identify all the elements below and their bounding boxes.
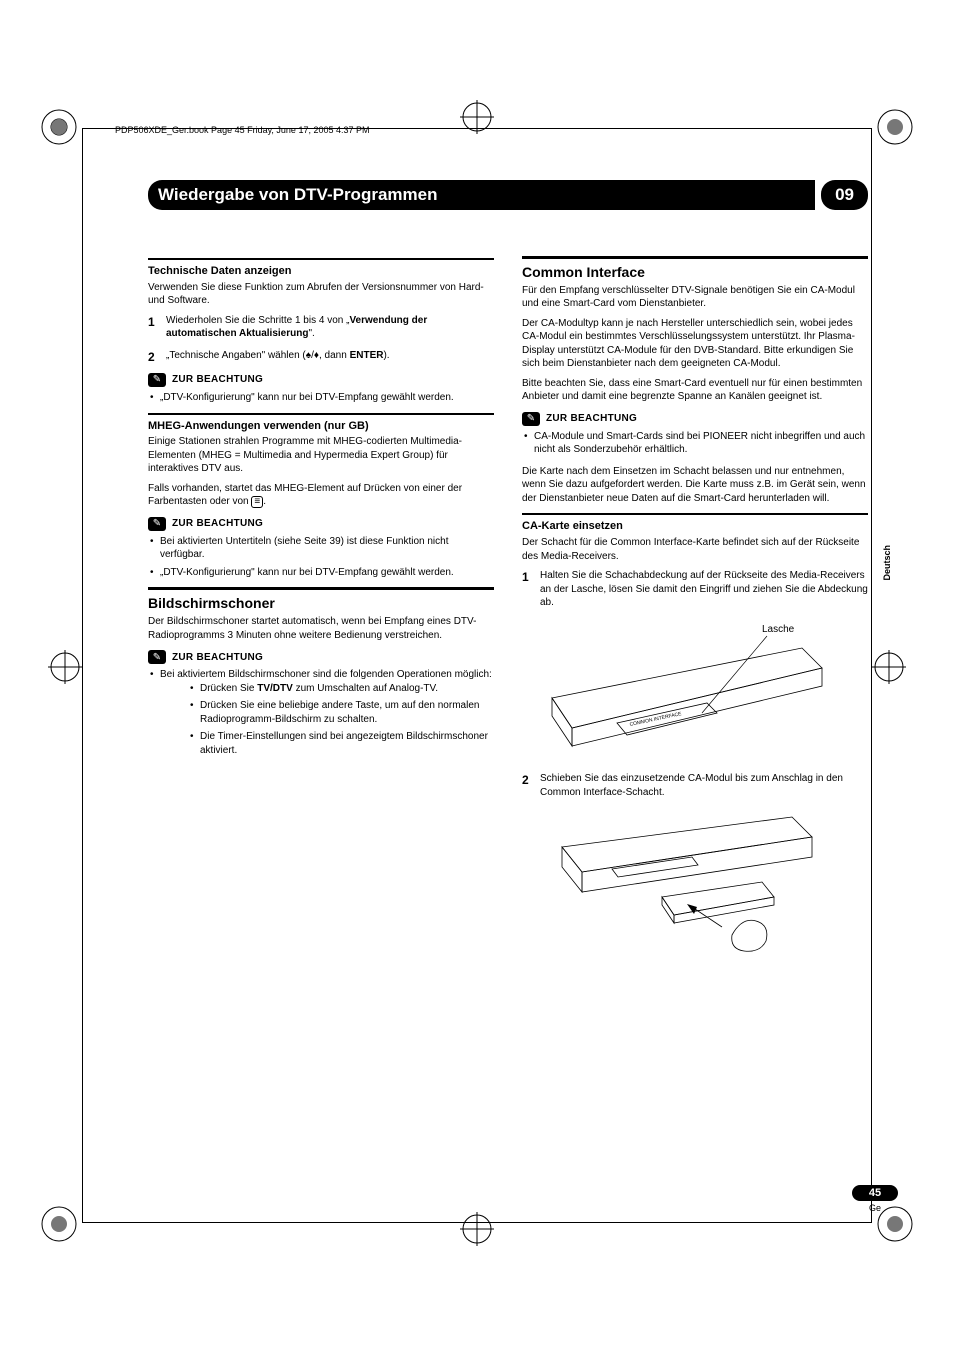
bullet-list: Bei aktivierten Untertiteln (siehe Seite… xyxy=(148,535,494,580)
note-heading: ✎ ZUR BEACHTUNG xyxy=(148,517,494,531)
language-tab: Deutsch xyxy=(882,545,892,581)
body-text: Der CA-Modultyp kann je nach Hersteller … xyxy=(522,317,868,371)
crop-line xyxy=(871,128,872,1223)
step-text: „Technische Angaben" wählen (♠/♦, dann E… xyxy=(166,349,390,365)
note-heading: ✎ ZUR BEACHTUNG xyxy=(522,412,868,426)
bullet-list: Bei aktiviertem Bildschirmschoner sind d… xyxy=(148,668,494,757)
pencil-note-icon: ✎ xyxy=(148,517,166,531)
body-text: Verwenden Sie diese Funktion zum Abrufen… xyxy=(148,281,494,308)
page-lang: Ge xyxy=(852,1203,898,1213)
list-item: Bei aktivierten Untertiteln (siehe Seite… xyxy=(148,535,494,562)
section-heading: Common Interface xyxy=(522,263,868,282)
bullet-list: CA-Module und Smart-Cards sind bei PIONE… xyxy=(522,430,868,457)
crop-line xyxy=(82,128,83,1223)
crop-cross-icon xyxy=(460,100,494,139)
body-text: Der Bildschirmschoner startet automatisc… xyxy=(148,615,494,642)
pencil-note-icon: ✎ xyxy=(148,650,166,664)
page-content: Wiedergabe von DTV-Programmen 09 Technis… xyxy=(148,180,868,972)
step-number: 1 xyxy=(148,314,166,341)
reg-mark-icon xyxy=(40,1205,78,1243)
list-item: Drücken Sie TV/DTV zum Umschalten auf An… xyxy=(188,682,494,696)
diagram-slot-label: COMMON INTERFACE xyxy=(629,711,683,728)
step-text: Schieben Sie das einzusetzende CA-Modul … xyxy=(540,772,868,799)
numbered-list: 1 Halten Sie die Schachabdeckung auf der… xyxy=(522,569,868,610)
bullet-list: „DTV-Konfigurierung" kann nur bei DTV-Em… xyxy=(148,391,494,405)
section-heading: MHEG-Anwendungen verwenden (nur GB) xyxy=(148,419,494,434)
list-item: Die Timer-Einstellungen sind bei angezei… xyxy=(188,730,494,757)
list-item: „DTV-Konfigurierung" kann nur bei DTV-Em… xyxy=(148,391,494,405)
body-text: Der Schacht für die Common Interface-Kar… xyxy=(522,536,868,563)
chapter-title-bar: Wiedergabe von DTV-Programmen 09 xyxy=(148,180,868,210)
section-heading: CA-Karte einsetzen xyxy=(522,519,868,534)
crop-cross-icon xyxy=(48,650,82,689)
numbered-list: 1 Wiederholen Sie die Schritte 1 bis 4 v… xyxy=(148,314,494,365)
reg-mark-icon xyxy=(876,108,914,146)
card-insert-diagram xyxy=(522,807,868,962)
reg-mark-icon xyxy=(40,108,78,146)
body-text: Falls vorhanden, startet das MHEG-Elemen… xyxy=(148,482,494,509)
body-text: Bitte beachten Sie, dass eine Smart-Card… xyxy=(522,377,868,404)
left-column: Technische Daten anzeigen Verwenden Sie … xyxy=(148,250,494,972)
note-heading: ✎ ZUR BEACHTUNG xyxy=(148,373,494,387)
list-item: CA-Module und Smart-Cards sind bei PIONE… xyxy=(522,430,868,457)
crop-cross-icon xyxy=(872,650,906,689)
step-number: 2 xyxy=(522,772,540,799)
page-number-badge: 45 Ge xyxy=(852,1185,898,1213)
pencil-note-icon: ✎ xyxy=(148,373,166,387)
list-item: 2 „Technische Angaben" wählen (♠/♦, dann… xyxy=(148,349,494,365)
step-number: 1 xyxy=(522,569,540,610)
numbered-list: 2 Schieben Sie das einzusetzende CA-Modu… xyxy=(522,772,868,799)
body-text: Für den Empfang verschlüsselter DTV-Sign… xyxy=(522,284,868,311)
chapter-title: Wiedergabe von DTV-Programmen xyxy=(148,180,815,210)
diagram-label: Lasche xyxy=(762,624,795,635)
pencil-note-icon: ✎ xyxy=(522,412,540,426)
step-text: Wiederholen Sie die Schritte 1 bis 4 von… xyxy=(166,314,494,341)
page-number: 45 xyxy=(852,1185,898,1201)
list-item: 1 Wiederholen Sie die Schritte 1 bis 4 v… xyxy=(148,314,494,341)
crop-line xyxy=(82,1222,872,1223)
section-heading: Technische Daten anzeigen xyxy=(148,264,494,279)
list-item: 1 Halten Sie die Schachabdeckung auf der… xyxy=(522,569,868,610)
section-heading: Bildschirmschoner xyxy=(148,594,494,613)
teletext-icon: ≡ xyxy=(251,496,263,508)
body-text: Einige Stationen strahlen Programme mit … xyxy=(148,435,494,476)
note-heading: ✎ ZUR BEACHTUNG xyxy=(148,650,494,664)
chapter-number: 09 xyxy=(821,180,868,210)
list-item: „DTV-Konfigurierung" kann nur bei DTV-Em… xyxy=(148,566,494,580)
list-item: Drücken Sie eine beliebige andere Taste,… xyxy=(188,699,494,726)
header-filepath: PDP506XDE_Ger.book Page 45 Friday, June … xyxy=(115,125,370,135)
cover-removal-diagram: Lasche COMMON INTERFACE xyxy=(522,618,868,763)
body-text: Die Karte nach dem Einsetzen im Schacht … xyxy=(522,465,868,506)
crop-cross-icon xyxy=(460,1212,494,1251)
sub-bullet-list: Drücken Sie TV/DTV zum Umschalten auf An… xyxy=(188,682,494,758)
step-number: 2 xyxy=(148,349,166,365)
step-text: Halten Sie die Schachabdeckung auf der R… xyxy=(540,569,868,610)
list-item: Bei aktiviertem Bildschirmschoner sind d… xyxy=(148,668,494,757)
list-item: 2 Schieben Sie das einzusetzende CA-Modu… xyxy=(522,772,868,799)
right-column: Common Interface Für den Empfang verschl… xyxy=(522,250,868,972)
